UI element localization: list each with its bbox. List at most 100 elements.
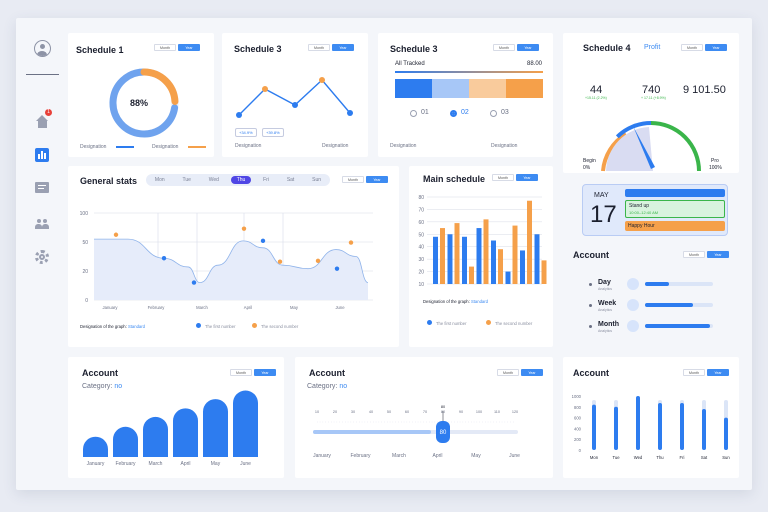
series-2-point [348, 240, 354, 245]
value-slider[interactable]: 1020304050607080901001101208080JanuaryFe… [295, 357, 553, 478]
x-tick-label: Sat [701, 455, 708, 460]
year-tab[interactable]: Year [707, 251, 729, 258]
x-tick-label: February [148, 305, 166, 310]
slider-tick-label: 60 [405, 410, 409, 414]
card-title: Account [82, 368, 118, 378]
slider-tick-label: 50 [387, 410, 391, 414]
category-value: no [339, 383, 348, 390]
bar-series-1 [433, 236, 438, 284]
avatar-body-icon [37, 51, 47, 56]
stats-icon[interactable] [35, 148, 49, 162]
graph-note-value: Standard [470, 299, 488, 304]
month-tab[interactable]: Month [493, 44, 515, 51]
month-tab[interactable]: Month [683, 251, 705, 258]
bar-series-1 [462, 236, 467, 284]
graph-note-label: Designation of the graph: [80, 324, 127, 329]
radio-icon [410, 110, 417, 117]
tracked-label: All Tracked [395, 61, 425, 67]
year-tab[interactable]: Year [366, 176, 388, 183]
progress-name: Day [598, 279, 611, 286]
chat-icon[interactable] [35, 182, 49, 193]
bullet-icon [589, 304, 592, 307]
series-1-point [161, 256, 167, 261]
month-tab[interactable]: Month [154, 44, 176, 51]
month-tab[interactable]: Month [308, 44, 330, 51]
bar-chart-icon [627, 278, 639, 290]
category-text: Category: [82, 383, 113, 390]
stat-delta: + 17.11 (+8.9%) [641, 96, 666, 100]
settings-icon[interactable] [35, 250, 49, 264]
event-standup[interactable]: Stand up 10:00–12:40 AM [625, 200, 725, 218]
period-toggle: Month Year [342, 176, 388, 183]
x-tick-label: Sun [722, 455, 730, 460]
month-tab[interactable]: Month [497, 369, 519, 376]
users-icon[interactable] [35, 219, 50, 230]
line-point [262, 86, 268, 92]
card-title: Main schedule [423, 174, 486, 184]
account-bar-chart: January February March April May June [83, 390, 258, 467]
y-tick-label: 800 [574, 405, 582, 410]
legend-line [116, 146, 134, 148]
home-icon[interactable]: 1 [36, 109, 52, 128]
day-tab-thu[interactable]: Thu [230, 176, 252, 184]
event-happy-hour[interactable]: Happy Hour [625, 221, 725, 231]
account-bar [143, 416, 168, 457]
bar-series-2 [440, 228, 445, 284]
month-tab[interactable]: Month [230, 369, 252, 376]
slider-value: 80 [440, 430, 447, 436]
period-toggle: Month Year [230, 369, 276, 376]
calendar-widget[interactable]: MAY 17 Stand up 10:00–12:40 AM Happy Hou… [582, 184, 728, 236]
day-tab-sun[interactable]: Sun [312, 177, 322, 183]
day-tab-wed[interactable]: Wed [208, 177, 219, 183]
week-bar [724, 417, 728, 450]
month-tab[interactable]: Month [683, 369, 705, 376]
slider-tick-label: 40 [369, 410, 373, 414]
x-tick-label: March [392, 453, 406, 459]
day-tab-mon[interactable]: Mon [154, 177, 165, 183]
x-tick-label: May [211, 461, 221, 467]
progress-sub: Analytics [598, 308, 613, 312]
year-tab[interactable]: Year [332, 44, 354, 51]
slider-tick-label: 70 [423, 410, 427, 414]
avatar[interactable] [34, 40, 51, 57]
y-tick-label: 200 [574, 437, 582, 442]
y-tick-label: 20 [418, 270, 424, 276]
slider-tick-label: 90 [459, 410, 463, 414]
stat-value: 44 [590, 84, 603, 96]
y-tick-label: 50 [82, 240, 88, 246]
x-tick-label: Mon [590, 455, 599, 460]
y-tick-label: 100 [80, 211, 89, 217]
card-title: General stats [80, 176, 138, 186]
month-tab[interactable]: Month [492, 174, 514, 181]
line-point [347, 110, 353, 116]
stat-value: 740 [642, 84, 661, 96]
notification-badge: 1 [45, 109, 52, 116]
year-tab[interactable]: Year [521, 369, 543, 376]
day-tab-fri[interactable]: Fri [263, 177, 269, 183]
year-tab[interactable]: Year [705, 44, 727, 51]
year-tab[interactable]: Year [254, 369, 276, 376]
week-bar [680, 403, 684, 450]
card-title: Schedule 1 [76, 45, 124, 55]
year-tab[interactable]: Year [178, 44, 200, 51]
day-tab-sat[interactable]: Sat [286, 177, 295, 183]
x-tick-label: January [87, 461, 105, 467]
progress-track [645, 282, 713, 286]
donut-value: 88% [130, 98, 149, 108]
tracked-line [395, 71, 543, 73]
main-schedule-card: Main schedule Month Year 80 70 60 50 40 30 20 1… [409, 166, 553, 347]
legend-dot [196, 323, 201, 328]
year-tab[interactable]: Year [517, 44, 539, 51]
radio-icon [490, 110, 497, 117]
day-tab-tue[interactable]: Tue [182, 177, 191, 183]
year-tab[interactable]: Year [516, 174, 538, 181]
year-tab[interactable]: Year [707, 369, 729, 376]
progress-name: Week [598, 300, 617, 307]
month-tab[interactable]: Month [342, 176, 364, 183]
legend-label: Designation [491, 143, 518, 149]
y-tick-label: 80 [418, 195, 424, 201]
month-tab[interactable]: Month [681, 44, 703, 51]
bar-series-2 [483, 219, 489, 284]
bar-chart-icon [627, 320, 639, 332]
week-bar [614, 406, 618, 450]
